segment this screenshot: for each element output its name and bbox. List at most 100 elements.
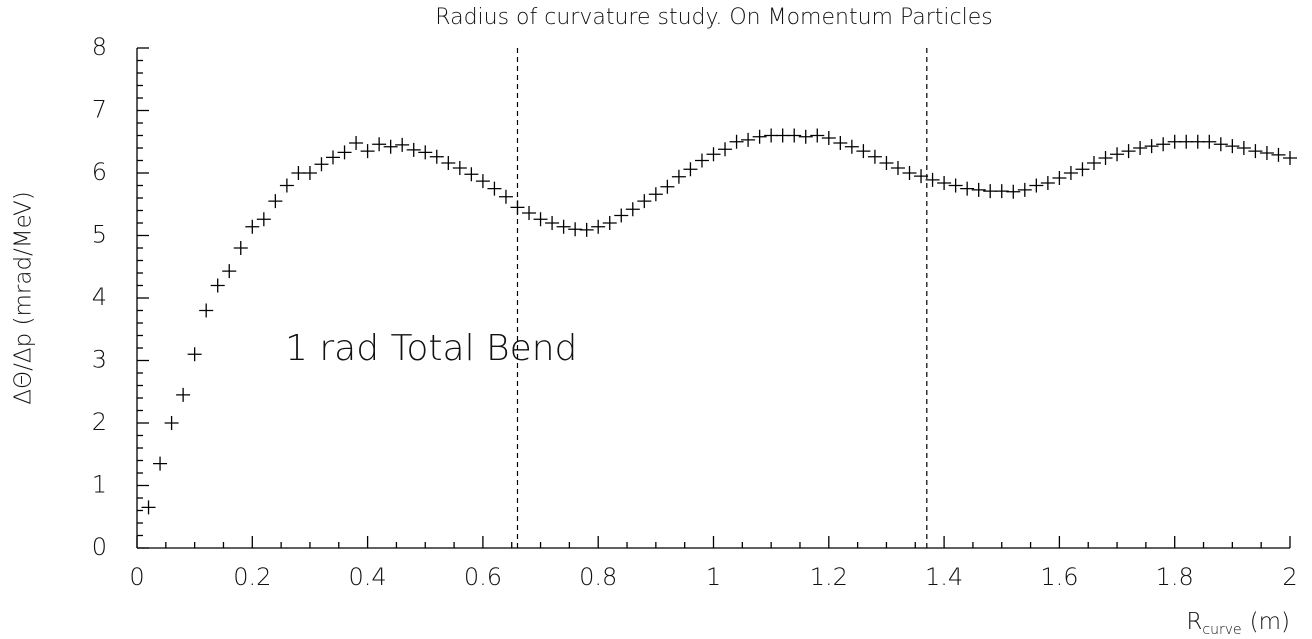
point [533, 212, 548, 227]
point [821, 131, 836, 145]
x-label-unit: (m) [1250, 609, 1290, 635]
point [810, 128, 825, 143]
point [971, 182, 986, 197]
x-tick-label: 1 [706, 563, 721, 591]
x-tick-label: 1.8 [1156, 563, 1194, 591]
x-tick-label: 2 [1282, 563, 1297, 591]
y-tick-label: 7 [92, 96, 107, 124]
point [268, 194, 283, 209]
point [637, 194, 652, 209]
point [591, 219, 606, 234]
point [464, 167, 479, 182]
x-tick-label: 0.2 [233, 563, 271, 591]
point [222, 264, 237, 279]
point [1248, 144, 1263, 159]
point [1006, 184, 1021, 199]
point [383, 139, 398, 154]
point [1236, 141, 1251, 155]
x-tick-label: 1.2 [810, 563, 848, 591]
point [602, 216, 617, 230]
point [741, 132, 756, 147]
x-tick-label: 1.4 [925, 563, 963, 591]
point [395, 137, 410, 152]
x-axis-label: Rcurve (m) [1186, 609, 1290, 639]
x-tick-label: 0.4 [349, 563, 387, 591]
point [1110, 147, 1125, 162]
point [683, 162, 698, 177]
annotation: 1 rad Total Bend [285, 328, 577, 369]
point [648, 187, 663, 202]
point [441, 156, 456, 170]
x-label-sub: curve [1202, 622, 1241, 638]
point [1144, 139, 1159, 154]
point [856, 144, 871, 159]
point [579, 222, 594, 237]
point [210, 278, 225, 293]
point [1213, 137, 1228, 152]
point [1271, 147, 1286, 162]
point [1086, 156, 1101, 170]
point [302, 166, 317, 180]
y-tick-label: 6 [92, 158, 107, 186]
point [187, 347, 202, 362]
point [960, 181, 975, 196]
chart-title: Radius of curvature study. On Momentum P… [435, 5, 992, 30]
point [164, 416, 179, 430]
point [153, 456, 168, 471]
point [1063, 166, 1078, 180]
point [948, 178, 963, 193]
point [141, 500, 156, 515]
point [660, 179, 675, 194]
point [706, 147, 721, 162]
point [1225, 139, 1240, 154]
point [879, 156, 894, 170]
y-tick-label: 4 [92, 283, 107, 311]
point [902, 166, 917, 180]
point [798, 129, 813, 144]
y-tick-label: 3 [92, 346, 107, 374]
point [1098, 151, 1113, 165]
point [1283, 151, 1297, 165]
x-tick-label: 0.8 [579, 563, 617, 591]
y-axis-label: ΔΘ/Δp (mrad/MeV) [11, 191, 37, 404]
point [844, 139, 859, 154]
point [314, 157, 329, 172]
point [556, 219, 571, 234]
point [349, 136, 364, 150]
point [833, 136, 848, 150]
point [452, 161, 467, 175]
point [545, 216, 560, 230]
point [360, 144, 375, 159]
point [1259, 146, 1274, 160]
point [372, 137, 387, 152]
y-tick-label: 5 [92, 221, 107, 249]
point [718, 142, 733, 157]
y-tick-label: 1 [92, 471, 107, 499]
point [406, 142, 421, 157]
point [418, 145, 433, 160]
point [937, 176, 952, 190]
point [1029, 178, 1044, 193]
x-tick-label: 0 [129, 563, 144, 591]
point [1156, 137, 1171, 152]
point [925, 172, 940, 187]
point [625, 202, 640, 217]
x-label-main: R [1186, 609, 1202, 635]
y-tick-label: 8 [92, 33, 107, 61]
point [475, 174, 490, 189]
x-tick-label: 1.6 [1040, 563, 1078, 591]
point [1017, 182, 1032, 197]
point [614, 208, 629, 223]
point [337, 145, 352, 160]
point [510, 200, 525, 215]
point [176, 387, 191, 402]
point [245, 219, 260, 234]
point [787, 128, 802, 143]
point [498, 189, 513, 204]
point [429, 149, 444, 164]
point [279, 178, 294, 193]
point [694, 153, 709, 168]
point [867, 149, 882, 164]
point [1121, 144, 1136, 159]
